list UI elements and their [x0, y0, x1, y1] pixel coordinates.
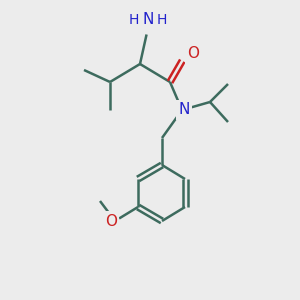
- Text: O: O: [105, 214, 117, 229]
- Text: H: H: [157, 13, 167, 27]
- Text: N: N: [178, 103, 190, 118]
- Text: N: N: [142, 13, 154, 28]
- Text: O: O: [187, 46, 199, 62]
- Text: H: H: [129, 13, 139, 27]
